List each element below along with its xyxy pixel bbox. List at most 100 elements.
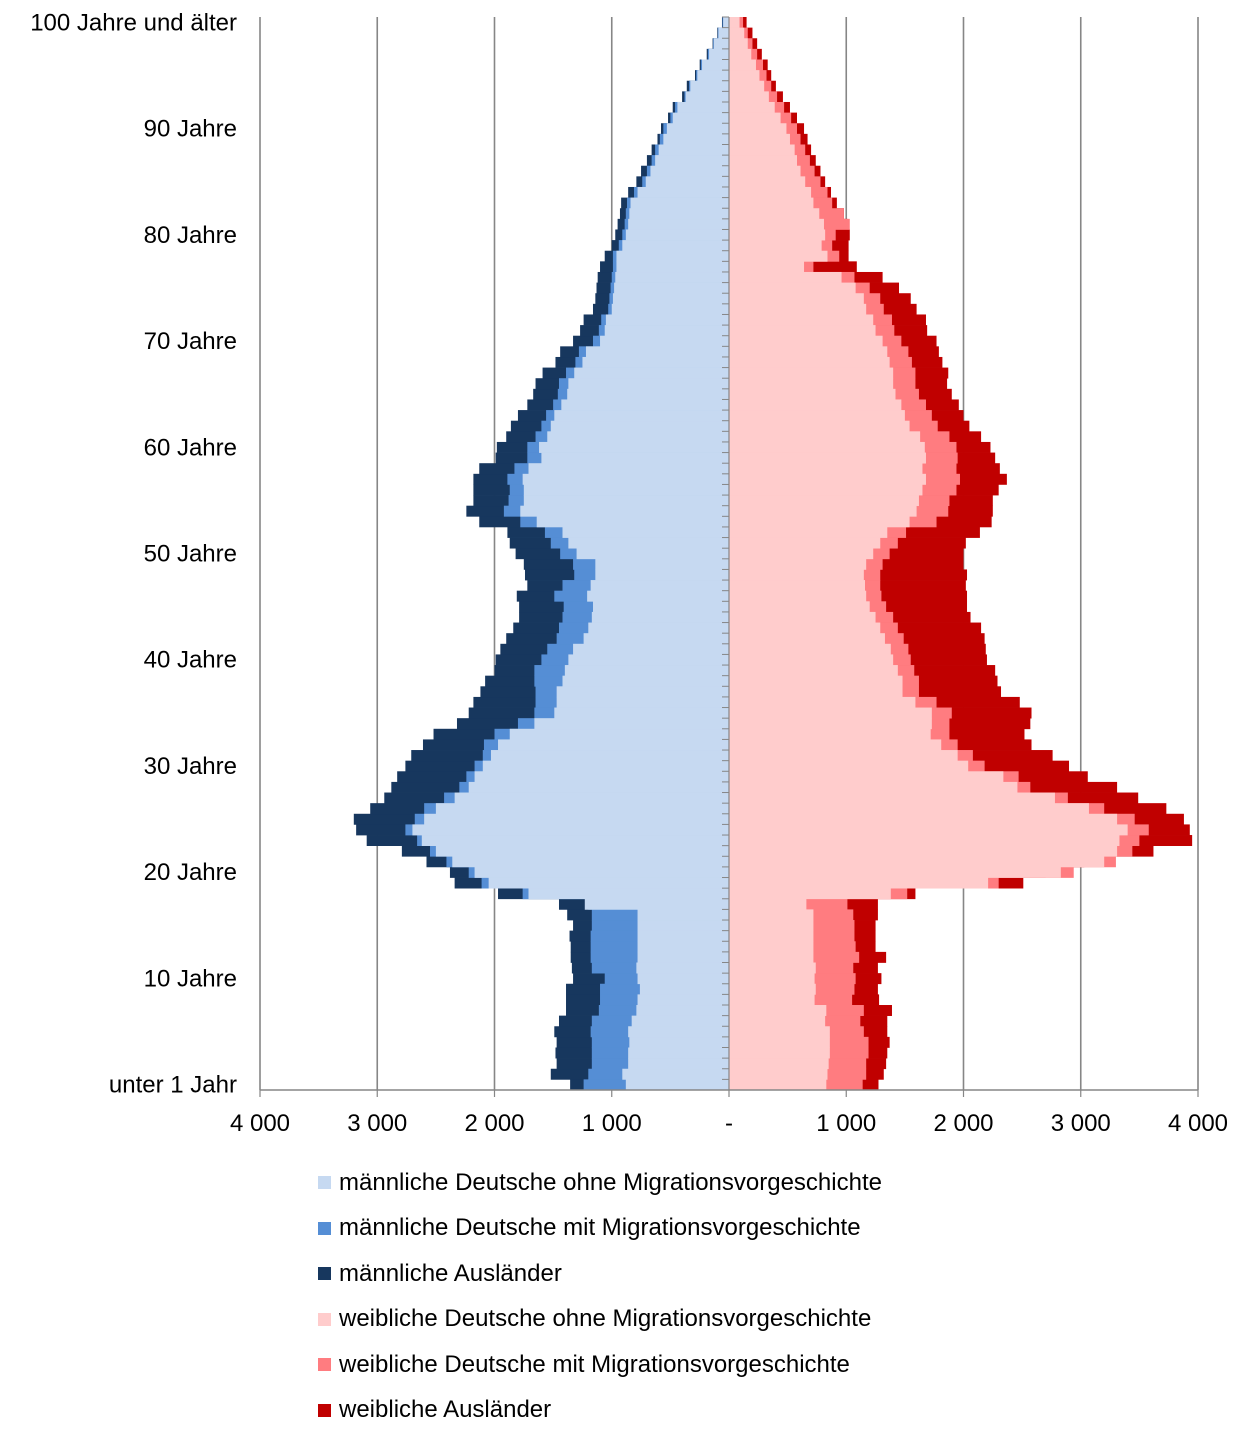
bar-male-series0-age-50 bbox=[577, 548, 729, 559]
bar-female-series3-age-25 bbox=[729, 814, 1117, 825]
bar-female-series3-age-68 bbox=[729, 357, 890, 368]
bar-female-series3-age-77 bbox=[729, 261, 804, 272]
bar-female-series3-age-4 bbox=[729, 1037, 830, 1048]
bar-male-series0-age-72 bbox=[606, 314, 729, 325]
bar-female-series3-age-51 bbox=[729, 538, 880, 549]
bar-female-series3-age-36 bbox=[729, 697, 915, 708]
bar-female-series3-age-90 bbox=[729, 123, 786, 134]
bar-male-series0-age-51 bbox=[568, 538, 729, 549]
bar-male-series0-age-67 bbox=[574, 368, 729, 379]
bar-male-series0-age-18 bbox=[529, 888, 730, 899]
legend-swatch bbox=[318, 1176, 331, 1189]
bar-female-series3-age-58 bbox=[729, 463, 922, 474]
bar-female-series3-age-22 bbox=[729, 846, 1117, 857]
bar-male-series0-age-25 bbox=[424, 814, 729, 825]
bar-male-series0-age-46 bbox=[587, 591, 729, 602]
bar-male-series0-age-52 bbox=[563, 527, 730, 538]
bar-male-series0-age-80 bbox=[626, 229, 729, 240]
bar-male-series0-age-96 bbox=[702, 60, 729, 71]
bar-female-series3-age-59 bbox=[729, 453, 926, 464]
bar-female-series3-age-28 bbox=[729, 782, 1017, 793]
bar-male-series0-age-21 bbox=[452, 856, 729, 867]
bar-male-series0-age-35 bbox=[554, 708, 729, 719]
bar-male-series0-age-30 bbox=[483, 761, 729, 772]
bar-male-series0-age-20 bbox=[475, 867, 729, 878]
bar-female-series3-age-71 bbox=[729, 325, 876, 336]
bar-female-series3-age-87 bbox=[729, 155, 797, 166]
bar-female-series3-age-97 bbox=[729, 49, 751, 60]
bar-male-series0-age-87 bbox=[655, 155, 729, 166]
bar-female-series3-age-92 bbox=[729, 102, 775, 113]
y-tick-label-4: 40 Jahre bbox=[144, 647, 237, 674]
bar-male-series0-age-99 bbox=[718, 28, 729, 39]
bar-female-series3-age-37 bbox=[729, 686, 903, 697]
bar-male-series0-age-60 bbox=[539, 442, 729, 453]
legend-swatch bbox=[318, 1404, 331, 1417]
bar-female-series3-age-42 bbox=[729, 633, 885, 644]
bar-female-series3-age-70 bbox=[729, 336, 883, 347]
bar-male-series0-age-22 bbox=[436, 846, 729, 857]
bar-female-series3-age-79 bbox=[729, 240, 822, 251]
bar-female-series3-age-72 bbox=[729, 314, 873, 325]
bar-female-series3-age-18 bbox=[729, 888, 891, 899]
bar-female-series3-age-94 bbox=[729, 81, 764, 92]
bar-male-series0-age-82 bbox=[629, 208, 729, 219]
bar-female-series3-age-67 bbox=[729, 368, 893, 379]
bar-male-series0-age-47 bbox=[591, 580, 729, 591]
bar-female-series3-age-20 bbox=[729, 867, 1061, 878]
bar-male-series0-age-81 bbox=[628, 219, 729, 230]
x-tick-label-4: - bbox=[725, 1110, 733, 1137]
bar-female-series3-age-66 bbox=[729, 378, 893, 389]
bar-female-series3-age-10 bbox=[729, 973, 815, 984]
legend-swatch bbox=[318, 1313, 331, 1326]
bar-female-series3-age-96 bbox=[729, 60, 756, 71]
y-tick-label-10: 100 Jahre und älter bbox=[30, 9, 237, 36]
bar-male-series0-age-85 bbox=[646, 176, 729, 187]
bar-female-series3-age-26 bbox=[729, 803, 1089, 814]
bar-female-series3-age-12 bbox=[729, 952, 813, 963]
bar-male-series0-age-23 bbox=[422, 835, 729, 846]
bar-female-series3-age-53 bbox=[729, 516, 910, 527]
bar-female-series3-age-49 bbox=[729, 559, 866, 570]
legend-item-0: männliche Deutsche ohne Migrationsvorges… bbox=[318, 1160, 1218, 1206]
y-tick-label-0: unter 1 Jahr bbox=[109, 1072, 237, 1099]
bar-male-series0-age-31 bbox=[491, 750, 729, 761]
bar-male-series0-age-73 bbox=[612, 304, 729, 315]
bar-female-series3-age-40 bbox=[729, 654, 893, 665]
bar-female-series3-age-6 bbox=[729, 1016, 825, 1027]
bar-female-series3-age-7 bbox=[729, 1005, 826, 1016]
bar-male-series0-age-19 bbox=[489, 878, 729, 889]
bar-female-series3-age-29 bbox=[729, 771, 1003, 782]
bar-female-series3-age-13 bbox=[729, 941, 813, 952]
bar-female-series3-age-60 bbox=[729, 442, 925, 453]
y-tick-label-1: 10 Jahre bbox=[144, 965, 237, 992]
bar-male-series0-age-79 bbox=[622, 240, 729, 251]
bar-male-series0-age-77 bbox=[616, 261, 729, 272]
bar-male-series0-age-3 bbox=[628, 1048, 729, 1059]
bar-female-series3-age-19 bbox=[729, 878, 988, 889]
bar-female-series3-age-95 bbox=[729, 70, 759, 81]
bar-female-series3-age-34 bbox=[729, 718, 932, 729]
bar-female-series3-age-54 bbox=[729, 506, 917, 517]
bar-male-series0-age-92 bbox=[677, 102, 729, 113]
bar-male-series0-age-75 bbox=[614, 283, 729, 294]
bar-female-series3-age-43 bbox=[729, 623, 880, 634]
y-tick-label-7: 70 Jahre bbox=[144, 328, 237, 355]
bar-female-series3-age-86 bbox=[729, 166, 801, 177]
legend-item-2: männliche Ausländer bbox=[318, 1251, 1218, 1297]
bar-male-series0-age-17 bbox=[585, 899, 729, 910]
bar-male-series0-age-4 bbox=[629, 1037, 729, 1048]
bar-male-series0-age-78 bbox=[616, 251, 729, 262]
bar-female-series3-age-64 bbox=[729, 399, 901, 410]
bar-male-series0-age-71 bbox=[605, 325, 729, 336]
bar-male-series0-age-32 bbox=[498, 739, 729, 750]
legend-label: männliche Deutsche mit Migrationsvorgesc… bbox=[339, 1214, 861, 1242]
axis-layer bbox=[260, 17, 1198, 1097]
bar-female-series3-age-88 bbox=[729, 144, 795, 155]
bar-male-series0-age-83 bbox=[631, 198, 729, 209]
bar-female-series3-age-75 bbox=[729, 283, 856, 294]
bar-female-series3-age-31 bbox=[729, 750, 958, 761]
bar-male-series0-age-53 bbox=[537, 516, 729, 527]
bar-female-series3-age-50 bbox=[729, 548, 873, 559]
